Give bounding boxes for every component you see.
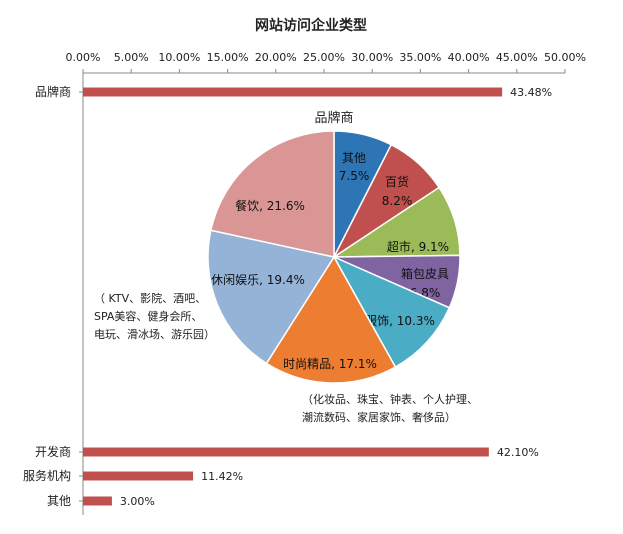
category-label: 品牌商 [35,84,71,99]
x-tick-label: 40.00% [448,51,490,64]
pie-slice-label-separator: , [259,199,267,213]
pie-annotation-line: （化妆品、珠宝、钟表、个人护理、 [302,392,478,406]
pie-slice-label: 其他 [342,151,366,165]
bar-chart-title: 网站访问企业类型 [255,17,367,34]
x-tick-label: 5.00% [114,51,149,64]
pie-slice-label: 时尚精品, 17.1% [283,357,377,371]
x-tick-label: 35.00% [399,51,441,64]
pie-slice-label-separator: , [259,273,267,287]
bar-value-label: 11.42% [201,470,243,483]
bar [83,87,503,97]
pie-chart-title: 品牌商 [314,110,353,126]
pie-slice-value: 7.5% [339,169,370,183]
bar-value-label: 3.00% [120,495,155,508]
category-label: 其他 [47,494,71,508]
pie-slice-label-name: 超市 [387,239,411,254]
category-label: 服务机构 [23,468,71,483]
pie-slice-label-name: 休闲娱乐 [211,273,259,287]
pie-slice-label: 超市, 9.1% [387,239,449,254]
pie-slice [265,255,397,384]
pie-slice-label: 休闲娱乐, 19.4% [211,273,305,287]
bar-value-label: 42.10% [497,446,539,459]
bar [83,496,112,506]
pie-slice-label: 箱包皮具 [401,266,449,281]
pie-slice-label-separator: , [389,314,397,328]
pie-slice-label: 百货 [385,174,409,189]
pie-annotation-line: 潮流数码、家居家饰、奢侈品） [302,410,456,424]
x-tick-label: 50.00% [544,51,586,64]
pie-slice-value: 9.1% [419,240,450,254]
pie-slice [207,229,336,365]
bar [83,471,194,481]
x-tick-label: 45.00% [496,51,538,64]
pie-annotation-line: （ KTV、影院、酒吧、 [94,291,206,305]
x-tick-label: 30.00% [351,51,393,64]
pie-slice-label-name: 时尚精品 [283,357,331,371]
pie-slice-value: 21.6% [267,199,305,213]
x-tick-label: 25.00% [303,51,345,64]
x-tick-label: 10.00% [158,51,200,64]
x-tick-label: 15.00% [207,51,249,64]
pie-slice-value: 10.3% [397,314,435,328]
pie-annotation-line: SPA美容、健身会所、 [94,309,202,323]
pie-slice-value: 8.2% [382,194,413,208]
pie-slice-label-name: 餐饮 [235,198,259,213]
pie-slice [332,255,451,369]
pie-slice-value: 17.1% [339,357,377,371]
pie-slice-label: 服饰, 10.3% [365,314,435,328]
bar [83,447,489,457]
bar-value-label: 43.48% [510,86,552,99]
x-tick-label: 20.00% [255,51,297,64]
pie-slice-label: 餐饮, 21.6% [235,198,305,213]
pie-slice [209,130,335,258]
x-tick-label: 0.00% [66,51,101,64]
pie-annotation-line: 电玩、滑冰场、游乐园） [94,327,215,341]
category-label: 开发商 [35,444,71,459]
pie-slice-label-separator: , [331,357,339,371]
pie-slice-value: 19.4% [267,273,305,287]
pie-slice-label-separator: , [411,240,419,254]
